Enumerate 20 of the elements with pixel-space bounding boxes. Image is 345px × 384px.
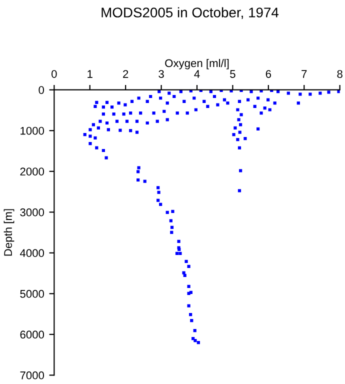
x-tick-label: 7 xyxy=(302,70,307,78)
y-tick-label: 3000 xyxy=(20,208,44,216)
x-tick-label: 1 xyxy=(88,70,92,78)
y-tick-label: 4000 xyxy=(20,249,44,258)
y-tick-label: 0 xyxy=(38,86,44,94)
x-tick-label: 4 xyxy=(194,70,200,78)
x-tick-label: 2 xyxy=(123,70,128,78)
y-tick-label: 2000 xyxy=(20,168,44,176)
y-tick-label: 5000 xyxy=(20,290,44,298)
y-axis-title: Depth [m] xyxy=(4,209,14,256)
x-tick-label: 6 xyxy=(266,70,272,78)
x-axis-title: Oxygen [ml/l] xyxy=(165,58,229,70)
x-tick-label: 0 xyxy=(52,70,57,78)
x-tick-label: 3 xyxy=(158,70,164,78)
x-tick-label: 5 xyxy=(230,70,236,78)
y-tick-label: 1000 xyxy=(20,126,44,135)
y-tick-label: 7000 xyxy=(20,371,44,380)
y-tick-label: 6000 xyxy=(20,330,44,339)
x-tick-label: 8 xyxy=(337,70,342,78)
chart-title: MODS2005 in October, 1974 xyxy=(102,7,279,20)
